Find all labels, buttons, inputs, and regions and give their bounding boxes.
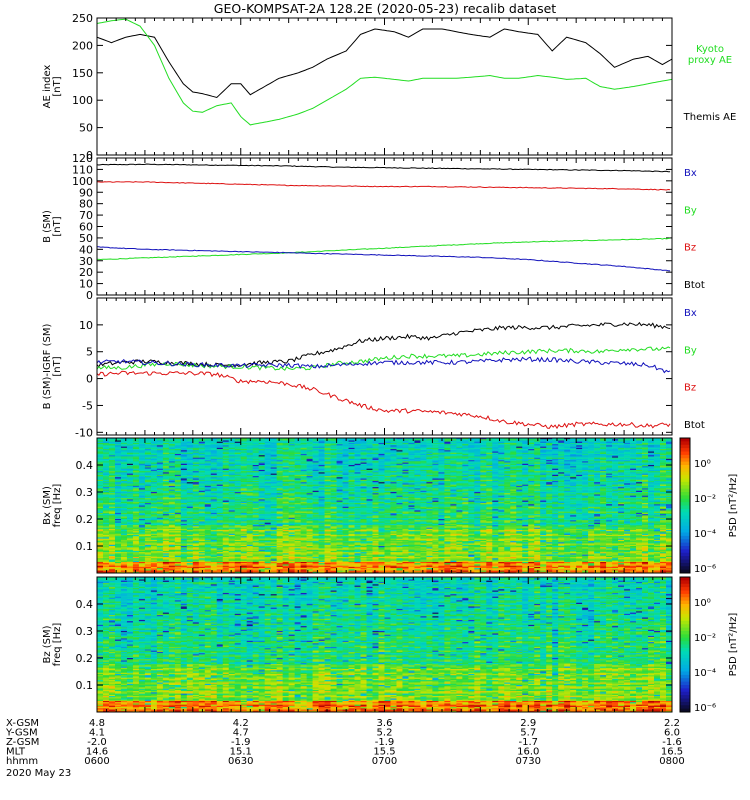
legend-label: By [684,205,697,216]
y-tick-label: 60 [79,221,93,234]
panel-frame [97,158,672,295]
y-tick-label: 200 [72,39,93,52]
panel-bxspec: Bx (SM) freq [Hz]0.10.20.30.4 10⁰10⁻²10⁻⁴1… [42,438,739,575]
y-tick-label: 10 [79,278,93,291]
series-line-kyoto-proxy-ae [97,19,672,125]
legend-label: Bx [684,168,697,179]
y-tick-label: 0 [86,373,93,386]
series-line-by [97,347,670,370]
y-tick-label: 5 [86,346,93,359]
y-tick-label: 70 [79,209,93,222]
panel-bsm: B (SM) [nT]0102030405060708090100110120Bx… [42,152,705,302]
y-tick-label: 80 [79,198,93,211]
y-tick-label: 10 [79,319,93,332]
chart-title: GEO-KOMPSAT-2A 128.2E (2020-05-23) recal… [214,1,557,16]
series-line-by [97,238,670,259]
y-tick-label: 250 [72,12,93,25]
y-tick-label: 120 [72,152,93,165]
y-tick-label: 50 [79,232,93,245]
y-axis-label: [nT] [52,216,63,236]
y-tick-label: 50 [79,122,93,135]
legend-label: Btot [684,280,705,291]
y-tick-label: -5 [82,399,93,412]
series-line-bx [97,164,670,172]
legend-label: Bz [684,243,696,254]
series-line-themis-ae [97,29,672,98]
y-tick-label: 0 [86,289,93,302]
y-tick-label: -10 [75,426,93,439]
y-tick-label: 30 [79,255,93,268]
y-tick-label: 150 [72,67,93,80]
y-axis-label: [nT] [52,356,63,376]
legend-label: Themis AE [683,112,737,123]
legend-label: Bx [684,308,697,319]
series-line-bz [97,182,670,190]
y-axis-label: [nT] [52,76,63,96]
y-axis-label: freq [Hz] [52,484,63,528]
series-line-btot [97,247,670,271]
y-tick-label: 100 [72,175,93,188]
y-tick-label: 90 [79,186,93,199]
legend-label: Bz [684,383,696,394]
spectrogram [97,438,672,573]
y-tick-label: 40 [79,243,93,256]
legend-label: By [684,345,697,356]
y-tick-label: 110 [72,163,93,176]
legend-label: Btot [684,420,705,431]
series-line-btot [97,357,670,372]
y-tick-label: 100 [72,94,93,107]
legend-label: proxy AE [688,55,732,66]
panel-frame [97,18,672,155]
y-tick-label: 20 [79,266,93,279]
series-line-bz [97,371,670,428]
legend-label: Kyoto [696,44,724,55]
